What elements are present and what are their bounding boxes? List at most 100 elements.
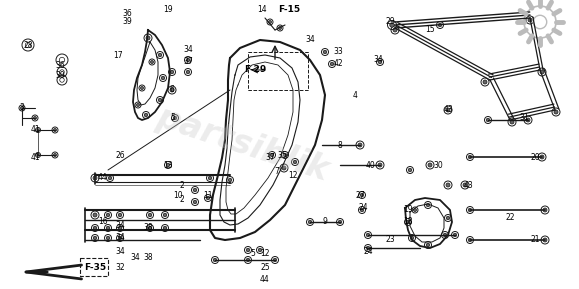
Text: 16: 16 <box>98 218 108 227</box>
Circle shape <box>308 220 312 224</box>
Text: 37: 37 <box>265 153 275 162</box>
Circle shape <box>468 238 472 242</box>
Text: 34: 34 <box>305 36 315 45</box>
Text: 4: 4 <box>353 90 357 99</box>
Circle shape <box>107 236 110 240</box>
Circle shape <box>118 226 122 230</box>
Text: 35: 35 <box>277 151 287 160</box>
Circle shape <box>413 208 416 212</box>
Circle shape <box>193 200 197 204</box>
Circle shape <box>540 70 544 74</box>
Circle shape <box>378 60 382 64</box>
Text: partsiblik: partsiblik <box>153 101 334 188</box>
Text: 29: 29 <box>385 18 395 27</box>
Circle shape <box>411 236 414 240</box>
Circle shape <box>107 213 110 217</box>
Circle shape <box>428 163 432 167</box>
Text: 44: 44 <box>98 173 108 182</box>
Circle shape <box>141 86 144 90</box>
Circle shape <box>390 23 394 27</box>
Circle shape <box>108 176 112 180</box>
Text: 12: 12 <box>260 249 270 257</box>
Text: F-15: F-15 <box>278 5 300 14</box>
Circle shape <box>151 60 153 64</box>
Text: 28: 28 <box>23 40 33 49</box>
Text: 2: 2 <box>179 195 184 205</box>
Circle shape <box>426 203 430 207</box>
Text: 34: 34 <box>373 55 383 64</box>
Circle shape <box>358 143 362 147</box>
Text: 9: 9 <box>323 218 328 227</box>
Circle shape <box>533 15 547 29</box>
Text: 23: 23 <box>385 236 395 244</box>
Text: 10: 10 <box>173 190 183 199</box>
Circle shape <box>246 258 250 262</box>
Circle shape <box>161 76 165 80</box>
Text: 37: 37 <box>183 58 193 66</box>
Circle shape <box>446 216 450 220</box>
Text: 6: 6 <box>170 86 174 95</box>
Circle shape <box>360 208 364 212</box>
Text: 36: 36 <box>55 62 65 71</box>
Circle shape <box>438 23 442 27</box>
Circle shape <box>408 168 412 172</box>
Circle shape <box>170 88 174 92</box>
Circle shape <box>483 80 487 84</box>
Circle shape <box>166 163 170 167</box>
Circle shape <box>53 153 57 157</box>
Circle shape <box>36 129 39 131</box>
Circle shape <box>206 196 210 200</box>
Text: 39: 39 <box>55 71 65 81</box>
Circle shape <box>118 213 122 217</box>
Circle shape <box>378 163 382 167</box>
Text: 40: 40 <box>365 160 375 170</box>
Circle shape <box>269 21 272 23</box>
Bar <box>80 258 108 276</box>
Circle shape <box>173 116 177 120</box>
Text: 34: 34 <box>183 45 193 55</box>
Circle shape <box>93 176 97 180</box>
Text: 38: 38 <box>143 223 153 232</box>
Circle shape <box>144 113 148 117</box>
Circle shape <box>323 50 327 54</box>
Text: 3: 3 <box>20 103 24 112</box>
Circle shape <box>53 129 57 131</box>
Circle shape <box>148 213 152 217</box>
Circle shape <box>93 213 97 217</box>
Text: 41: 41 <box>30 125 40 134</box>
Text: 22: 22 <box>505 214 515 223</box>
Circle shape <box>93 226 97 230</box>
Text: 21: 21 <box>530 236 540 244</box>
Circle shape <box>246 248 250 252</box>
Circle shape <box>36 154 39 156</box>
Text: 20: 20 <box>530 153 540 162</box>
Circle shape <box>158 53 162 57</box>
Text: 11: 11 <box>203 190 212 199</box>
Text: 34: 34 <box>115 247 125 257</box>
Text: 27: 27 <box>355 190 365 199</box>
Text: 5: 5 <box>171 112 175 121</box>
Circle shape <box>258 248 262 252</box>
Text: 2: 2 <box>179 181 184 190</box>
Circle shape <box>367 233 370 237</box>
Circle shape <box>137 103 140 107</box>
Circle shape <box>34 116 36 119</box>
Text: 33: 33 <box>333 47 343 57</box>
Circle shape <box>406 220 410 224</box>
Text: 34: 34 <box>115 234 125 242</box>
Text: 13: 13 <box>163 160 173 170</box>
Circle shape <box>146 36 150 40</box>
Text: 34: 34 <box>115 221 125 229</box>
Text: 43: 43 <box>443 105 453 114</box>
Circle shape <box>158 98 162 102</box>
Circle shape <box>468 155 472 159</box>
Circle shape <box>446 108 450 112</box>
Text: 25: 25 <box>260 264 270 273</box>
Circle shape <box>148 226 152 230</box>
Circle shape <box>163 213 167 217</box>
Circle shape <box>193 188 197 192</box>
Circle shape <box>282 166 286 170</box>
Text: 19: 19 <box>403 205 413 214</box>
Circle shape <box>208 176 212 180</box>
Text: 41: 41 <box>30 153 40 162</box>
